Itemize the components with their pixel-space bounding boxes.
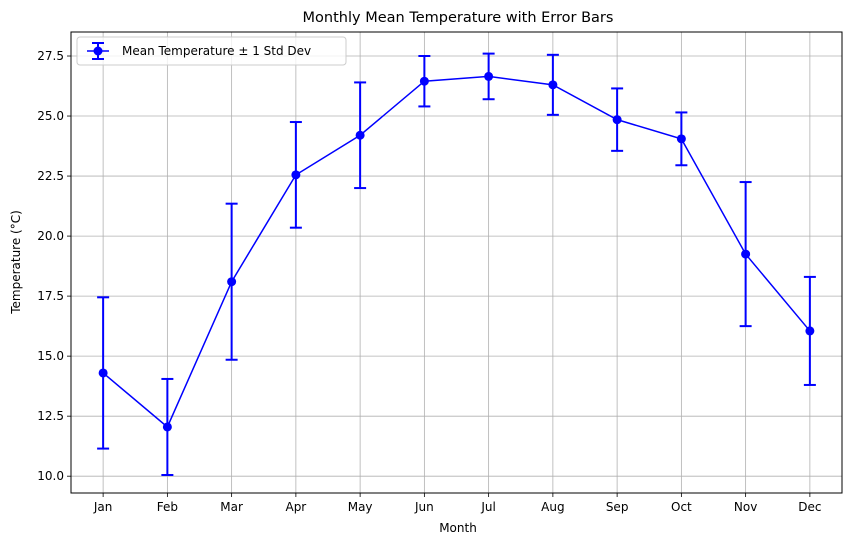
legend-marker (87, 42, 109, 60)
data-point (419, 76, 429, 86)
x-tick-label: May (348, 500, 373, 514)
chart-title: Monthly Mean Temperature with Error Bars (303, 10, 614, 26)
grid (71, 32, 842, 493)
data-point (162, 422, 172, 432)
x-tick-label: Dec (798, 500, 821, 514)
x-tick-label: Mar (220, 500, 243, 514)
data-point (98, 368, 108, 378)
y-tick-label: 20.0 (37, 229, 64, 243)
data-point (741, 249, 751, 259)
x-tick-label: Feb (157, 500, 178, 514)
y-tick-label: 17.5 (37, 289, 64, 303)
y-tick-label: 22.5 (37, 169, 64, 183)
plot-frame (70, 31, 843, 494)
y-tick-label: 27.5 (37, 49, 64, 63)
y-tick-label: 25.0 (37, 109, 64, 123)
axis-ticks: Jan Feb Mar Apr May Jun Jul Aug Sep Oct Nov Dec 10.0… (37, 49, 821, 514)
x-tick-label: Nov (734, 500, 757, 514)
x-tick-label: Jul (480, 500, 495, 514)
data-point (548, 80, 558, 90)
x-tick-label: Jan (93, 500, 113, 514)
data-point (676, 134, 686, 144)
x-tick-label: Oct (671, 500, 692, 514)
data-point (227, 277, 237, 287)
x-tick-label: Sep (606, 500, 629, 514)
series-line (102, 75, 811, 429)
y-tick-label: 12.5 (37, 409, 64, 423)
x-axis-title: Month (439, 521, 477, 535)
data-series (97, 52, 816, 476)
data-point (484, 71, 494, 81)
x-tick-label: Jun (414, 500, 434, 514)
legend: Mean Temperature ± 1 Std Dev (76, 36, 347, 66)
legend-label: Mean Temperature ± 1 Std Dev (122, 44, 311, 58)
data-point (805, 326, 815, 336)
legend-point (93, 46, 103, 56)
x-tick-label: Apr (285, 500, 306, 514)
data-point (291, 170, 301, 180)
y-axis-title: Temperature (°C) (9, 210, 23, 315)
y-tick-label: 10.0 (37, 469, 64, 483)
data-point (612, 115, 622, 125)
legend-box (76, 36, 347, 66)
y-tick-label: 15.0 (37, 349, 64, 363)
x-tick-label: Aug (541, 500, 564, 514)
data-point (355, 130, 365, 140)
